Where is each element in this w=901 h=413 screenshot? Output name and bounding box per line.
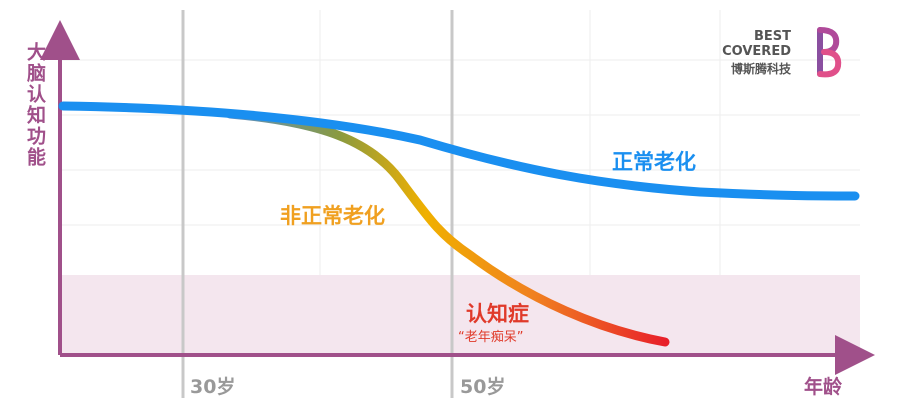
logo-text: 博斯腾科技: [730, 62, 791, 76]
y-axis-label: 大脑认知功能: [24, 42, 46, 168]
dementia-zone: [60, 275, 860, 355]
curve-label: 非正常老化: [280, 204, 385, 228]
curve-label: 认知症: [466, 302, 529, 326]
x-tick-label: 30岁: [190, 376, 236, 398]
logo-icon: [817, 27, 842, 78]
x-tick-label: 50岁: [460, 376, 506, 398]
abnormal-curve: [225, 109, 670, 347]
curve-note: “老年痴呆”: [458, 330, 524, 345]
normal-curve: [58, 101, 860, 201]
curve-label: 正常老化: [612, 150, 696, 174]
logo-text: BEST: [753, 29, 791, 44]
x-axis-label: 年龄: [804, 376, 843, 398]
logo-text: COVERED: [722, 44, 791, 59]
